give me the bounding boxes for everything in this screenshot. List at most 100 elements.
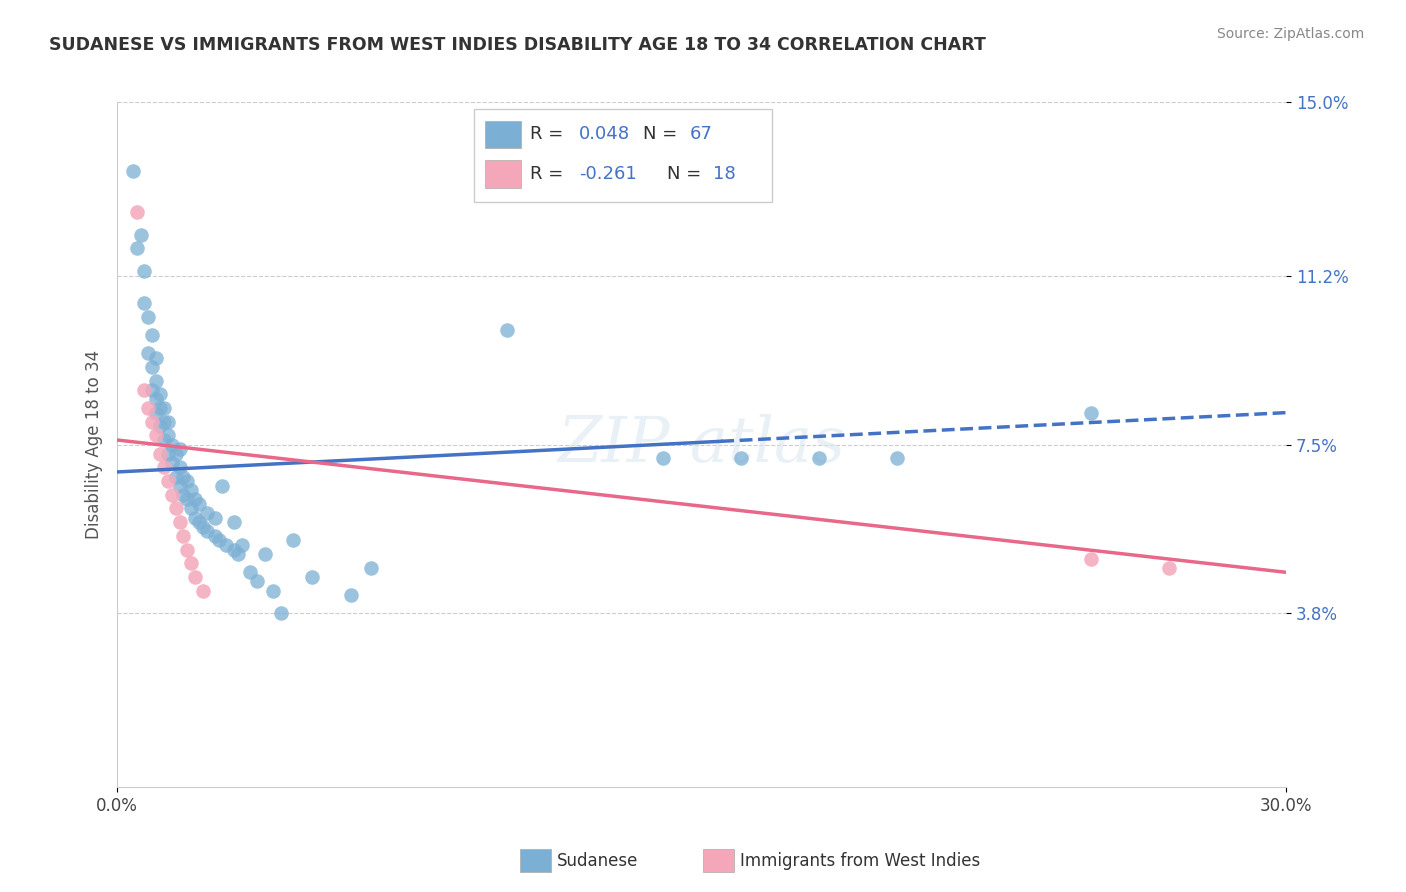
- Point: [165, 469, 187, 483]
- Point: [226, 547, 249, 561]
- Point: [149, 419, 172, 434]
- Point: [340, 588, 363, 602]
- Point: [138, 346, 160, 360]
- Point: [145, 428, 167, 442]
- Text: 0.048: 0.048: [579, 126, 630, 144]
- Point: [191, 583, 214, 598]
- Point: [262, 583, 284, 598]
- Point: [160, 456, 183, 470]
- Point: [886, 451, 908, 466]
- Point: [125, 241, 148, 255]
- Point: [156, 447, 179, 461]
- Point: [360, 561, 382, 575]
- FancyBboxPatch shape: [474, 109, 772, 202]
- Point: [156, 415, 179, 429]
- Point: [160, 488, 183, 502]
- Text: N =: N =: [666, 165, 707, 183]
- FancyBboxPatch shape: [485, 120, 520, 148]
- Point: [160, 437, 183, 451]
- Text: 18: 18: [713, 165, 737, 183]
- Point: [169, 478, 191, 492]
- Point: [145, 351, 167, 365]
- Point: [153, 415, 176, 429]
- Point: [141, 328, 163, 343]
- Point: [231, 538, 253, 552]
- Point: [169, 515, 191, 529]
- Point: [149, 447, 172, 461]
- Point: [134, 296, 156, 310]
- Point: [224, 515, 246, 529]
- Text: Source: ZipAtlas.com: Source: ZipAtlas.com: [1216, 27, 1364, 41]
- Point: [145, 374, 167, 388]
- Point: [149, 387, 172, 401]
- Point: [141, 383, 163, 397]
- Point: [254, 547, 277, 561]
- Point: [153, 460, 176, 475]
- Text: SUDANESE VS IMMIGRANTS FROM WEST INDIES DISABILITY AGE 18 TO 34 CORRELATION CHAR: SUDANESE VS IMMIGRANTS FROM WEST INDIES …: [49, 36, 986, 54]
- Point: [176, 492, 198, 507]
- Point: [651, 451, 673, 466]
- Point: [145, 406, 167, 420]
- FancyBboxPatch shape: [485, 161, 520, 188]
- Point: [1080, 551, 1102, 566]
- Point: [153, 401, 176, 415]
- Point: [207, 533, 229, 548]
- Point: [215, 538, 238, 552]
- Point: [204, 529, 226, 543]
- Point: [165, 501, 187, 516]
- Point: [807, 451, 830, 466]
- Point: [301, 570, 323, 584]
- Point: [180, 483, 202, 498]
- Point: [191, 519, 214, 533]
- Point: [180, 501, 202, 516]
- Point: [496, 323, 519, 337]
- Point: [138, 401, 160, 415]
- Text: N =: N =: [644, 126, 683, 144]
- Point: [121, 163, 143, 178]
- Point: [188, 497, 211, 511]
- Point: [141, 415, 163, 429]
- Text: R =: R =: [530, 165, 569, 183]
- Point: [176, 542, 198, 557]
- Point: [149, 401, 172, 415]
- Text: 67: 67: [690, 126, 713, 144]
- Point: [184, 492, 207, 507]
- Point: [165, 447, 187, 461]
- Point: [184, 570, 207, 584]
- Point: [188, 515, 211, 529]
- Point: [270, 607, 292, 621]
- Point: [211, 478, 233, 492]
- Point: [145, 392, 167, 406]
- Point: [138, 310, 160, 324]
- Point: [195, 506, 218, 520]
- Point: [176, 474, 198, 488]
- Point: [134, 264, 156, 278]
- Y-axis label: Disability Age 18 to 34: Disability Age 18 to 34: [86, 350, 103, 539]
- Point: [1159, 561, 1181, 575]
- Point: [125, 204, 148, 219]
- Point: [172, 529, 194, 543]
- Text: R =: R =: [530, 126, 569, 144]
- Text: Immigrants from West Indies: Immigrants from West Indies: [740, 852, 980, 870]
- Point: [1080, 406, 1102, 420]
- Point: [129, 227, 152, 242]
- Point: [281, 533, 304, 548]
- Point: [172, 469, 194, 483]
- Point: [153, 433, 176, 447]
- Point: [156, 428, 179, 442]
- Point: [195, 524, 218, 539]
- Point: [156, 474, 179, 488]
- Point: [141, 359, 163, 374]
- Point: [184, 510, 207, 524]
- Point: [180, 556, 202, 570]
- Point: [169, 442, 191, 457]
- Point: [169, 460, 191, 475]
- Text: ZIP atlas: ZIP atlas: [558, 414, 845, 475]
- Point: [204, 510, 226, 524]
- Point: [239, 566, 262, 580]
- Point: [730, 451, 752, 466]
- Point: [172, 488, 194, 502]
- Text: -0.261: -0.261: [579, 165, 637, 183]
- Point: [224, 542, 246, 557]
- Point: [134, 383, 156, 397]
